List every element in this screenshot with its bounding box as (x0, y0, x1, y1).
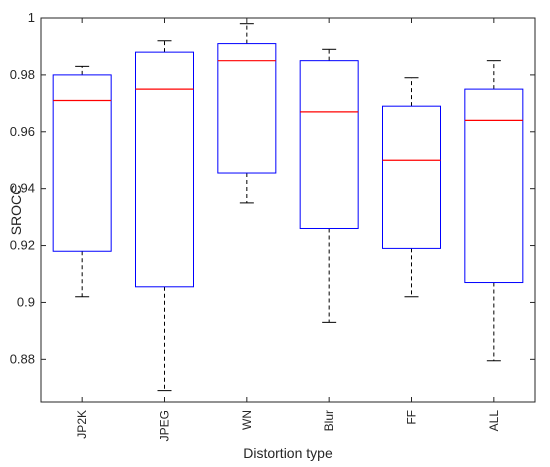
x-tick-label: ALL (487, 410, 501, 432)
x-tick-label: JPEG (158, 410, 172, 441)
plot-area (40, 17, 536, 403)
box-iqr (135, 51, 194, 288)
x-axis-label: Distortion type (243, 445, 333, 461)
box-blur (299, 48, 359, 323)
x-tick-label: JP2K (75, 410, 89, 439)
y-tick-label: 0.96 (10, 124, 35, 139)
y-tick-label: 0.92 (10, 238, 35, 253)
x-tick-label: Blur (322, 410, 336, 431)
y-axis-label: SROCC (8, 185, 24, 236)
box-iqr (52, 74, 112, 252)
box-jp2k (52, 65, 112, 298)
y-tick-label: 0.9 (17, 294, 35, 309)
box-iqr (217, 43, 277, 174)
box-iqr (299, 60, 359, 229)
x-tick-label: WN (240, 410, 254, 430)
y-tick-label: 0.88 (10, 351, 35, 366)
box-all (464, 60, 524, 362)
boxes (52, 23, 524, 392)
tick-labels: 0.88 0.9 0.92 0.94 0.96 0.98 1 JP2K JPEG WN Blur FF… (10, 10, 501, 441)
box-ff (382, 77, 441, 298)
axis-ticks (41, 17, 535, 402)
x-tick-label: FF (405, 410, 419, 425)
y-tick-label: 0.94 (10, 181, 35, 196)
box-iqr (464, 88, 524, 284)
box-jpeg (135, 40, 194, 392)
box-iqr (382, 105, 441, 249)
y-tick-label: 1 (28, 10, 35, 25)
y-tick-label: 0.98 (10, 67, 35, 82)
box-wn (217, 23, 277, 204)
